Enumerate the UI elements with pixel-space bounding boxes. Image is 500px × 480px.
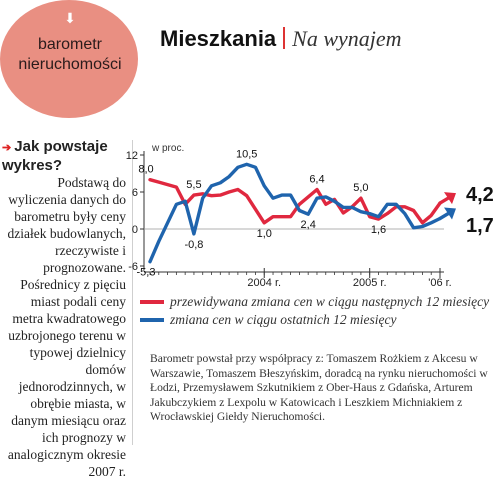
red-arrow-icon: ➔ <box>2 142 15 154</box>
series-line-0 <box>148 177 442 225</box>
series-arrow-stem-1 <box>438 210 452 221</box>
chart-legend: przewidywana zmiana cen w ciągu następny… <box>140 292 500 328</box>
page-title: Mieszkania Na wynajem <box>160 26 402 52</box>
data-label: -5,3 <box>137 267 156 279</box>
legend-swatch-blue <box>140 318 164 322</box>
data-label: 5,0 <box>353 182 368 194</box>
y-tick-label: -6 <box>128 261 138 273</box>
title-main: Mieszkania <box>160 26 277 51</box>
credits-text: Barometr powstał przy współpracy z: Toma… <box>150 352 488 423</box>
y-tick-label: 6 <box>132 187 138 199</box>
y-tick-label: 12 <box>126 150 138 162</box>
sidebar-heading-text: Jak powstaje wykres? <box>2 138 108 174</box>
data-label: 5,5 <box>186 179 201 191</box>
data-label: 6,4 <box>309 174 324 186</box>
y-tick-label: 0 <box>132 224 138 236</box>
data-label: 1,6 <box>371 224 386 236</box>
down-arrow-icon: ⬇ <box>64 11 76 27</box>
sidebar-divider <box>132 140 133 445</box>
data-label: 10,5 <box>236 148 257 160</box>
data-label: 8,0 <box>138 164 153 176</box>
barometer-badge: ⬇ barometr nieruchomości <box>0 0 138 118</box>
data-label: -0,8 <box>184 239 203 251</box>
line-chart: -6 0 6 12 w proc. 2004 r. 2005 r. '06 r. 8,0 5,5 1… <box>126 143 494 289</box>
title-sub: Na wynajem <box>292 26 402 51</box>
legend-label-blue: zmiana cen w ciągu ostatnich 12 miesięcy <box>170 312 397 327</box>
badge-text: barometr nieruchomości <box>18 36 122 73</box>
series-arrow-stem-0 <box>438 195 452 205</box>
data-label: 2,4 <box>301 219 316 231</box>
series-line-1 <box>148 162 442 264</box>
x-tick-label: 2004 r. <box>247 277 281 289</box>
legend-label-red: przewidywana zmiana cen w ciągu następny… <box>170 294 490 309</box>
legend-item-blue: zmiana cen w ciągu ostatnich 12 miesięcy <box>140 310 500 328</box>
data-label: 1,0 <box>257 228 272 240</box>
x-tick-label: '06 r. <box>428 277 452 289</box>
end-value-label-1: 1,7 <box>466 215 494 237</box>
x-tick-label: 2005 r. <box>353 277 387 289</box>
sidebar-heading: ➔ Jak powstaje wykres? <box>2 138 126 174</box>
title-separator <box>283 27 286 49</box>
legend-swatch-red <box>140 300 164 304</box>
y-axis-label: w proc. <box>151 143 184 154</box>
end-value-label-0: 4,2 <box>466 184 494 206</box>
legend-item-red: przewidywana zmiana cen w ciągu następny… <box>140 292 500 310</box>
